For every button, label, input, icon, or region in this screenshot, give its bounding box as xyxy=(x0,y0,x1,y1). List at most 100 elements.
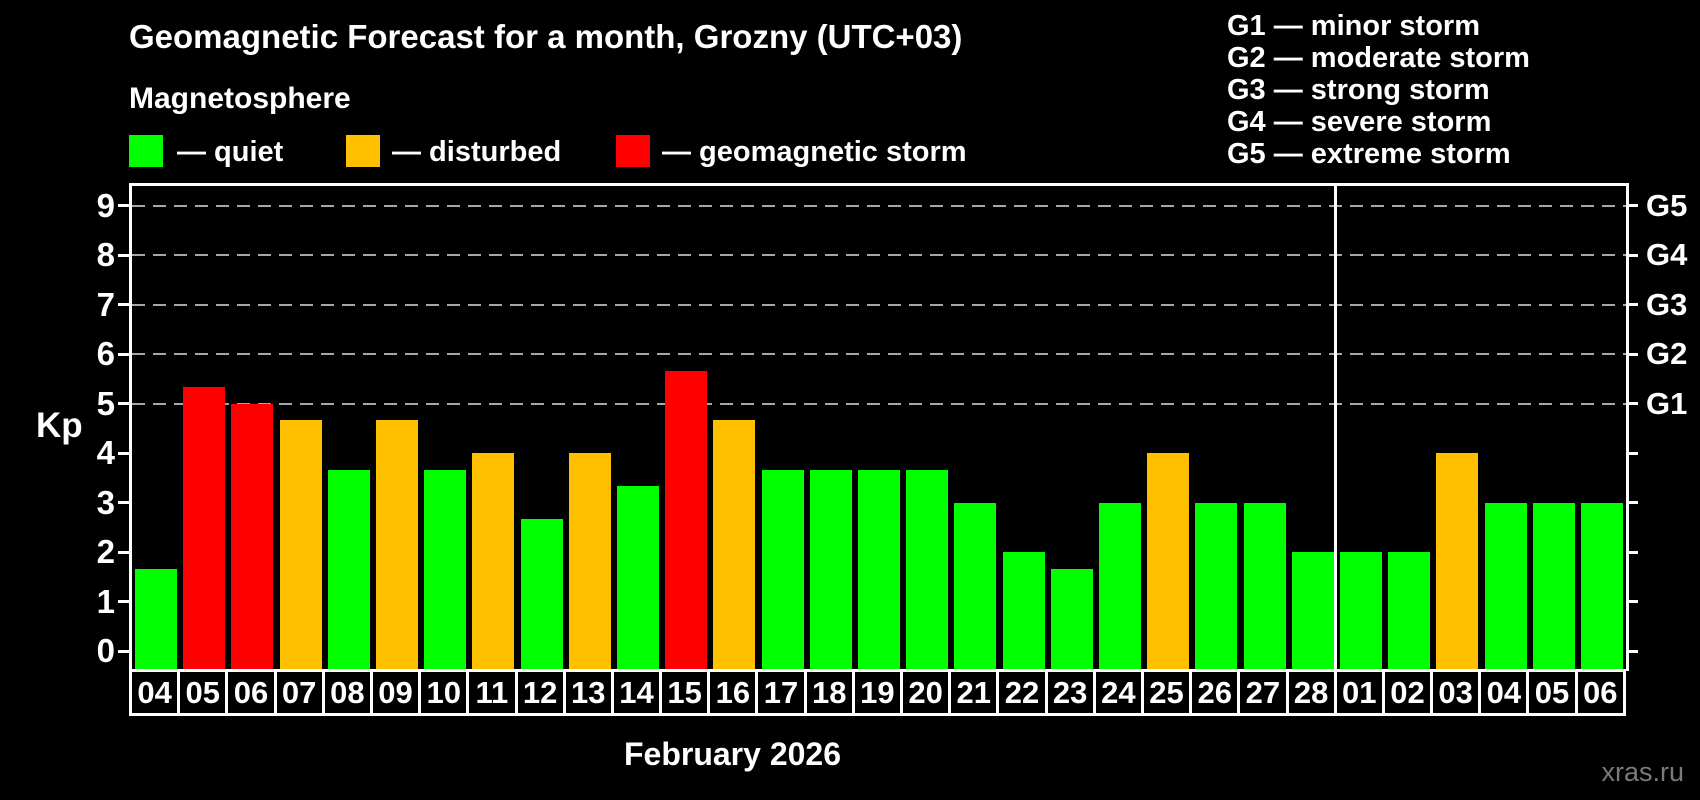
y-axis-tick xyxy=(118,550,129,554)
kp-bar xyxy=(472,453,515,671)
y-tick-label: 6 xyxy=(96,335,115,373)
kp-bar xyxy=(1147,453,1190,671)
kp-bar xyxy=(327,469,370,671)
g2-legend-line: G2 — moderate storm xyxy=(1227,42,1530,74)
day-label: 07 xyxy=(273,669,325,716)
right-axis-tick xyxy=(1626,253,1638,257)
disturbed-color-swatch xyxy=(346,135,380,167)
kp-bar xyxy=(713,420,756,671)
kp-bar xyxy=(1002,552,1045,671)
y-tick-label: 8 xyxy=(96,236,115,274)
chart-title: Geomagnetic Forecast for a month, Grozny… xyxy=(129,18,963,55)
day-label: 26 xyxy=(1189,669,1241,716)
kp-bar xyxy=(809,469,852,671)
kp-bar xyxy=(568,453,611,671)
day-label: 06 xyxy=(225,669,277,716)
day-label: 20 xyxy=(900,669,952,716)
y-axis-tick xyxy=(118,649,129,653)
kp-bar xyxy=(1339,552,1382,671)
storm-color-swatch xyxy=(616,135,650,167)
kp-bar xyxy=(617,486,660,671)
y-axis-tick xyxy=(118,352,129,356)
kp-bar xyxy=(1388,552,1431,671)
kp-bar xyxy=(858,469,900,671)
right-axis-tick xyxy=(1626,451,1638,455)
day-label: 23 xyxy=(1044,669,1096,716)
kp-bar xyxy=(424,469,467,671)
day-label: 04 xyxy=(129,669,181,716)
legend-label-storm: — geomagnetic storm xyxy=(662,136,967,168)
y-axis-tick xyxy=(118,253,129,257)
right-axis-tick xyxy=(1626,649,1638,653)
kp-bar xyxy=(1532,502,1575,671)
y-axis-title-kp: Kp xyxy=(36,406,83,445)
y-tick-label: 2 xyxy=(96,533,115,571)
kp-bar xyxy=(183,387,226,671)
legend-label-quiet: — quiet xyxy=(177,136,284,168)
y-tick-label: 4 xyxy=(96,434,115,472)
day-label: 02 xyxy=(1381,669,1434,716)
kp-bar xyxy=(279,420,322,671)
y-tick-label: 5 xyxy=(96,384,115,422)
day-label: 06 xyxy=(1574,669,1626,716)
kp-bar xyxy=(1291,552,1334,671)
y-tick-label: 7 xyxy=(96,285,115,323)
kp-bar xyxy=(954,502,997,671)
day-label: 21 xyxy=(948,669,1000,716)
right-axis-tick xyxy=(1626,352,1638,356)
kp-bar xyxy=(906,469,949,671)
kp-bar xyxy=(135,568,178,671)
y-axis-tick xyxy=(118,451,129,455)
day-label: 08 xyxy=(321,669,373,716)
kp-bar xyxy=(1580,502,1623,671)
watermark: xras.ru xyxy=(1601,757,1684,787)
legend-label-disturbed: — disturbed xyxy=(392,136,562,168)
day-label: 28 xyxy=(1285,669,1337,716)
kp-bar xyxy=(1436,453,1479,671)
day-label: 22 xyxy=(996,669,1048,716)
y-tick-label: 9 xyxy=(96,186,115,224)
month-separator-line xyxy=(1334,183,1337,716)
x-axis-day-labels: 04 05 06 07 08 09 10 11 12 13 14 15 16 17 18 19 20 21 22 23… xyxy=(129,669,1626,716)
y-tick-label: 0 xyxy=(96,632,115,670)
g-level-label-g5: G5 xyxy=(1646,187,1688,223)
kp-bar xyxy=(1195,502,1238,671)
y-axis-tick xyxy=(118,501,129,505)
day-label: 03 xyxy=(1430,669,1482,716)
kp-bar xyxy=(665,370,708,671)
g5-legend-line: G5 — extreme storm xyxy=(1227,138,1511,170)
g-scale-legend: G1 — minor storm G2 — moderate storm G3 … xyxy=(1227,10,1530,170)
kp-bar xyxy=(1050,568,1093,671)
g-level-label-g1: G1 xyxy=(1646,385,1688,421)
right-axis-tick xyxy=(1626,303,1638,307)
x-axis-month-label: February 2026 xyxy=(623,736,841,772)
y-tick-label: 1 xyxy=(96,582,115,620)
right-axis-tick xyxy=(1626,501,1638,505)
y-axis-tick xyxy=(118,600,129,604)
y-tick-label: 3 xyxy=(96,483,115,521)
gridline-kp5 xyxy=(132,402,1626,405)
gridline-kp8 xyxy=(132,254,1626,257)
g-level-label-g4: G4 xyxy=(1646,237,1688,273)
day-label: 09 xyxy=(369,669,422,716)
right-axis-tick xyxy=(1626,600,1638,604)
kp-bar xyxy=(1484,502,1527,671)
day-label: 25 xyxy=(1140,669,1193,716)
day-label: 12 xyxy=(514,669,566,716)
kp-bar xyxy=(1098,502,1141,671)
day-label: 27 xyxy=(1237,669,1289,716)
day-label: 10 xyxy=(418,669,470,716)
gridline-kp7 xyxy=(132,303,1626,306)
day-label: 14 xyxy=(610,669,663,716)
g4-legend-line: G4 — severe storm xyxy=(1227,106,1492,138)
day-label: 01 xyxy=(1333,669,1385,716)
day-label: 13 xyxy=(562,669,614,716)
g3-legend-line: G3 — strong storm xyxy=(1227,74,1490,106)
plot-area: 0 1 2 3 4 5 6 7 8 9 G1 G2 G3 G4 G5 xyxy=(97,183,1687,671)
g1-legend-line: G1 — minor storm xyxy=(1227,10,1480,42)
day-label: 05 xyxy=(177,669,229,716)
day-label: 17 xyxy=(755,669,807,716)
gridline-kp9 xyxy=(132,204,1626,207)
day-label: 18 xyxy=(803,669,855,716)
